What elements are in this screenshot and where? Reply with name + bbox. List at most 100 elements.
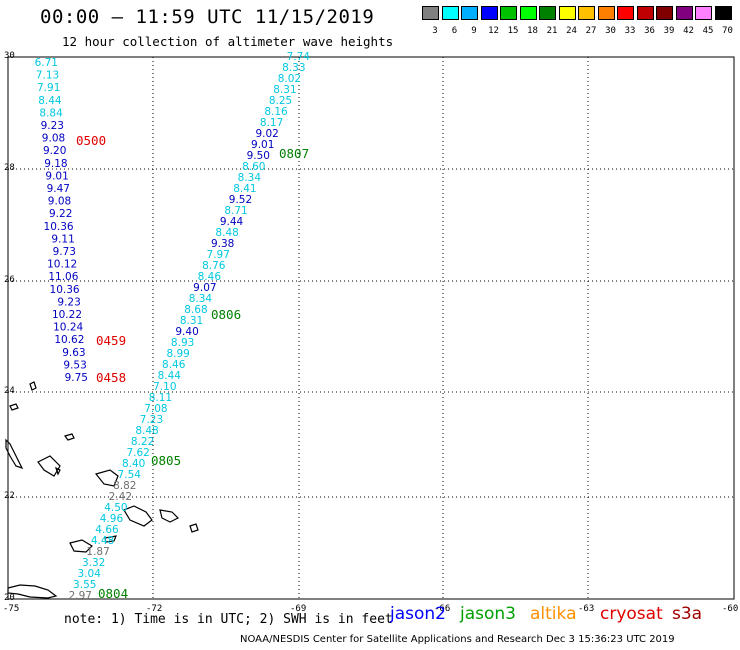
pass-time-label: 0458 — [96, 370, 126, 385]
pass-time-label: 0804 — [98, 586, 128, 601]
scale-swatch — [422, 6, 439, 20]
swh-value: 8.33 — [282, 62, 305, 74]
satellite-legend-item: s3a — [672, 604, 703, 624]
swh-value: 9.18 — [44, 158, 67, 170]
lat-tick-label: 24 — [4, 386, 15, 396]
lon-tick-label: -75 — [3, 604, 20, 614]
swh-value: 3.55 — [73, 579, 96, 591]
lon-tick-label: -66 — [434, 604, 451, 614]
swh-value: 8.93 — [171, 337, 194, 349]
swh-value: 7.23 — [140, 414, 163, 426]
pass-time-label: 0805 — [151, 453, 181, 468]
scale-swatch — [500, 6, 517, 20]
island-cuba-east — [7, 584, 58, 599]
map-subtitle: 12 hour collection of altimeter wave hei… — [62, 34, 394, 49]
swh-value: 11.06 — [48, 271, 78, 283]
swh-value: 8.34 — [238, 172, 262, 184]
scale-label: 42 — [683, 26, 694, 36]
swh-value: 7.08 — [144, 403, 167, 415]
scale-label: 15 — [507, 26, 519, 36]
island-long-island — [5, 438, 24, 470]
lon-tick-label: -69 — [290, 604, 307, 614]
scale-swatch — [714, 6, 732, 20]
swh-value: 3.32 — [82, 557, 105, 569]
swh-value: 8.48 — [135, 425, 158, 437]
swh-value: 9.20 — [43, 145, 66, 157]
island-turks — [123, 505, 153, 527]
scale-label: 9 — [471, 26, 477, 36]
swh-value: 9.63 — [62, 347, 85, 359]
swh-value: 8.44 — [158, 370, 182, 382]
scale-label: 39 — [663, 26, 675, 36]
swh-value: 8.46 — [162, 359, 186, 371]
swh-value: 7.74 — [287, 51, 311, 63]
swh-value: 8.46 — [198, 271, 222, 283]
swh-value: 9.02 — [255, 128, 278, 140]
island-small-4 — [29, 381, 37, 391]
lat-tick-label: 20 — [4, 593, 15, 603]
credit-text: NOAA/NESDIS Center for Satellite Applica… — [240, 634, 675, 645]
island-great-inagua — [69, 539, 93, 553]
swh-value: 9.08 — [48, 196, 71, 208]
scale-label: 36 — [644, 26, 655, 36]
swh-value: 3.04 — [78, 568, 102, 580]
scale-swatch — [636, 6, 654, 20]
satellite-legend-item: jason3 — [460, 604, 516, 624]
swh-value: 9.50 — [247, 150, 270, 162]
scale-swatch — [695, 6, 712, 20]
satellite-legend-item: altika — [530, 604, 577, 624]
scale-label: 3 — [432, 26, 438, 36]
island-caicos — [94, 469, 119, 487]
pass-time-label: 0500 — [76, 133, 106, 148]
swh-value: 8.34 — [189, 293, 213, 305]
landmass-outlines — [5, 381, 199, 599]
lon-tick-label: -63 — [578, 604, 595, 614]
pass-time-label: 0459 — [96, 333, 126, 348]
scale-swatch — [519, 6, 537, 20]
scale-swatch — [675, 6, 693, 20]
swh-value: 9.44 — [220, 216, 244, 228]
swh-value: 10.36 — [44, 221, 74, 233]
island-crooked — [63, 433, 75, 441]
swh-value: 8.84 — [39, 107, 63, 119]
swh-value: 4.50 — [104, 502, 127, 514]
scale-swatch — [441, 6, 459, 20]
swh-value: 9.40 — [175, 326, 198, 338]
plot-frame — [7, 56, 735, 600]
lon-tick-label: -72 — [146, 604, 163, 614]
island-acklins — [37, 455, 61, 477]
swh-value: 7.10 — [153, 381, 176, 393]
scale-label: 12 — [488, 26, 499, 36]
swh-value: 10.36 — [50, 284, 80, 296]
swh-value: 2.97 — [69, 590, 92, 602]
swh-value: 8.82 — [113, 480, 136, 492]
island-small-1 — [189, 523, 199, 533]
scale-swatch — [656, 6, 673, 20]
scale-swatch — [597, 6, 615, 20]
scale-label: 30 — [605, 26, 616, 36]
swh-value: 10.24 — [53, 322, 83, 334]
swh-value: 2.42 — [109, 491, 132, 503]
swh-value: 8.16 — [264, 106, 288, 118]
swh-value: 4.48 — [91, 535, 114, 547]
satellite-legend-item: cryosat — [600, 604, 663, 624]
scale-label: 18 — [527, 26, 538, 36]
swh-value: 1.87 — [86, 546, 109, 558]
swh-value: 9.01 — [45, 170, 68, 182]
swh-value: 7.62 — [126, 447, 149, 459]
scale-swatch — [480, 6, 498, 20]
island-small-3 — [9, 403, 19, 411]
satellite-legend-item: jason2 — [390, 604, 446, 624]
swh-value: 8.02 — [278, 73, 301, 85]
swh-value: 7.13 — [36, 70, 59, 82]
swh-value: 8.60 — [242, 161, 265, 173]
swh-value: 8.25 — [269, 95, 292, 107]
swh-value: 9.01 — [251, 139, 274, 151]
swh-value: 10.12 — [47, 259, 77, 271]
swh-value: 8.68 — [184, 304, 207, 316]
swh-value: 8.40 — [122, 458, 145, 470]
scale-label: 33 — [624, 26, 636, 36]
swh-value: 8.76 — [202, 260, 226, 272]
lat-tick-label: 26 — [4, 275, 15, 285]
